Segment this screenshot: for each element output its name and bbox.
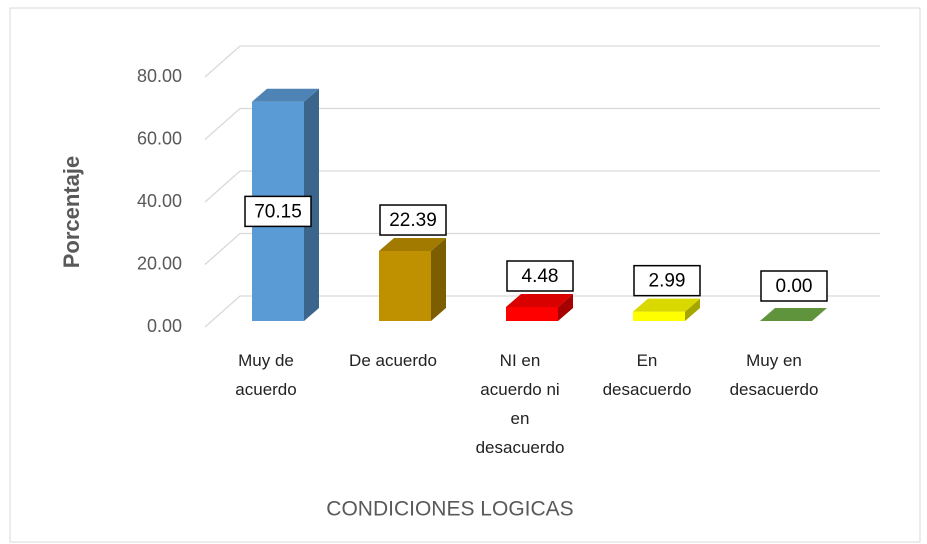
grid-line [204,45,880,78]
bar-front [633,311,685,321]
bar-top [760,308,827,321]
bar-front [379,251,431,321]
value-label: 0.00 [776,276,813,297]
x-tick-label: Muy en desacuerdo [729,351,819,399]
value-label: 70.15 [254,201,302,222]
y-tick-label: 80.00 [137,66,182,86]
bar-top [633,298,700,312]
y-tick-label: 20.00 [137,253,182,273]
y-axis-title: Porcentaje [59,156,84,269]
value-label: 4.48 [522,266,559,287]
bar-top [506,294,573,307]
y-tick-label: 0.00 [147,316,182,336]
y-tick-label: 60.00 [137,128,182,148]
value-label: 2.99 [649,271,686,292]
x-tick-label: De acuerdo [349,351,437,370]
x-axis-title: CONDICIONES LOGICAS [326,498,573,521]
bar [379,238,446,321]
bar-top [252,88,319,102]
bar-side [431,238,446,321]
x-tick-label: NI en acuerdo ni en desacuerdo [475,351,565,457]
grid-line [204,107,880,140]
value-label-box [244,195,312,228]
bar [633,298,700,321]
value-label-box [633,264,701,297]
bar [506,294,573,321]
bar-top [379,238,446,252]
bar-front [506,307,558,321]
value-label-box [506,260,574,292]
value-label: 22.39 [389,210,437,231]
x-tick-label: Muy de acuerdo [235,351,297,399]
value-label-box [379,204,447,236]
value-label-box [760,270,828,302]
bar [760,308,827,321]
grid-line [204,232,880,265]
y-tick-label: 40.00 [137,191,182,211]
x-tick-label: En desacuerdo [602,351,692,399]
bar-side [558,294,573,321]
bar-side [685,298,700,321]
grid-line [204,170,880,203]
